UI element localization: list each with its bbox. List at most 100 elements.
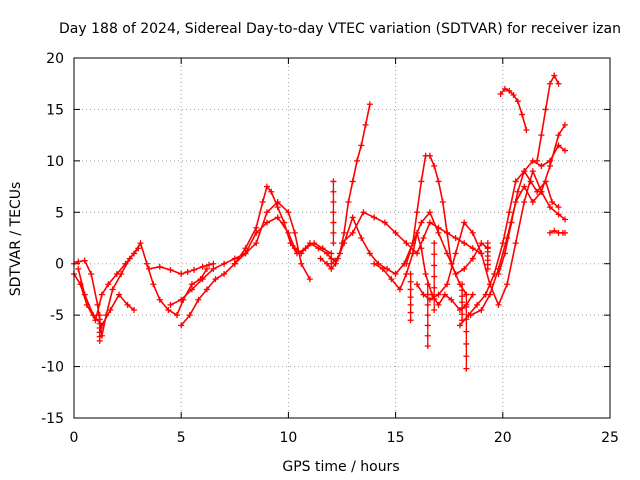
data-point [512,178,519,185]
data-point [439,199,446,205]
data-point [444,250,451,257]
data-point [467,312,474,319]
axis-ticks: 0 5 10 15 20 25 -15 -10 -5 0 5 10 15 20 [41,51,619,446]
y-tick-label: 10 [46,154,64,170]
data-point [317,255,324,262]
series-line [373,232,474,311]
data-point [358,142,365,149]
series-sat-m [414,168,568,308]
series-sat-e [178,183,335,329]
data-point [546,204,553,211]
data-point [424,312,431,319]
data-point [431,262,438,269]
data-point [546,229,553,236]
data-point [358,235,365,241]
data-point [426,209,433,216]
data-point [435,178,442,185]
series-sat-q [497,85,530,133]
series-sat-o [467,121,568,319]
data-point [81,291,88,298]
data-point [328,265,335,272]
spike [330,178,337,247]
data-point [407,301,414,308]
data-point [514,98,521,105]
data-point [538,132,545,139]
data-point [263,219,270,226]
data-point [178,271,185,277]
data-point [506,87,513,94]
data-point [88,271,95,277]
data-point [259,199,266,205]
data-point [561,216,568,223]
data-point [403,260,410,267]
data-point [555,132,562,139]
y-tick-label: -5 [50,308,64,324]
data-point [396,286,403,293]
data-point [463,291,470,298]
data-point [109,286,116,293]
data-point [463,340,470,347]
x-tick-label: 25 [601,430,619,446]
plot-frame [73,57,611,419]
data-point [424,332,431,339]
data-point [165,307,172,313]
data-point [546,163,553,169]
data-point [478,250,485,257]
data-point [94,301,101,308]
data-point [478,307,485,313]
chart-title: Day 188 of 2024, Sidereal Day-to-day VTE… [59,21,621,37]
data-point [418,219,425,226]
data-point [203,286,210,293]
data-point [542,106,549,113]
data-point [469,229,476,236]
data-point [146,265,153,272]
data-point [195,296,202,303]
data-point [274,204,281,211]
data-point [555,142,562,149]
data-point [501,85,508,92]
data-point [392,271,399,277]
series-line [470,124,566,316]
data-point [178,322,185,329]
data-point [422,271,429,277]
data-point [315,245,322,252]
data-point [178,296,185,303]
data-point [407,286,414,293]
data-point [126,255,133,262]
data-point [184,268,191,275]
data-point [143,260,150,267]
series-line [330,211,489,275]
x-tick-label: 5 [177,430,186,446]
plot-data [71,72,568,372]
data-point [371,260,378,267]
data-point [137,240,144,247]
data-point [551,72,558,79]
data-point [435,224,442,231]
data-point [345,199,352,205]
data-point [418,178,425,185]
data-point [478,240,485,247]
data-point [253,229,260,236]
data-point [420,235,427,241]
y-tick-label: 5 [55,205,64,221]
data-point [156,296,163,303]
series-sat-b [71,245,142,339]
data-point [206,261,213,268]
data-point [407,294,414,301]
data-point [424,281,431,288]
data-point [330,229,337,236]
data-point [534,188,541,195]
data-point [124,301,131,308]
x-tick-label: 0 [70,430,79,446]
data-point [116,291,123,298]
data-point [561,229,568,236]
y-tick-label: 15 [46,102,64,118]
data-point [334,255,341,262]
series-line [459,144,566,326]
data-point [306,240,313,247]
data-point [360,209,367,216]
data-point [253,224,260,231]
data-point [512,240,519,247]
data-point [90,312,97,319]
